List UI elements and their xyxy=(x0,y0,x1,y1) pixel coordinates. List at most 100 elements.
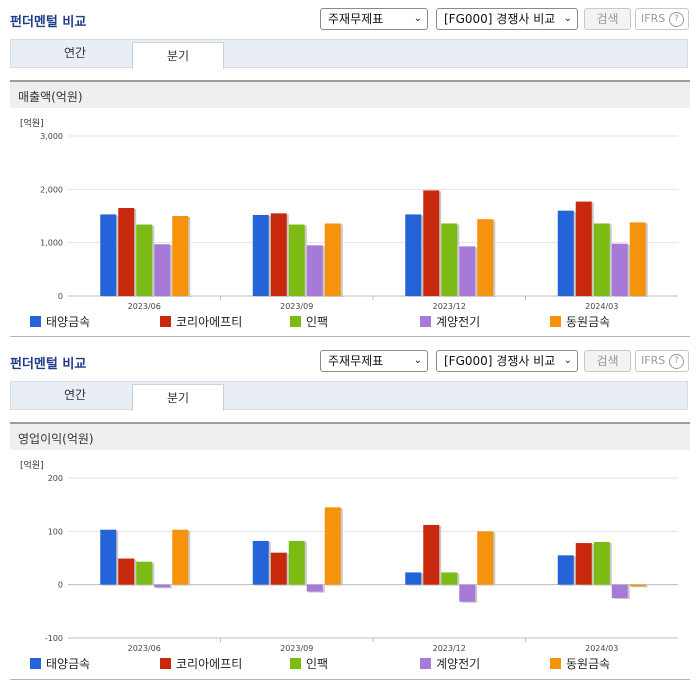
bar xyxy=(306,245,323,296)
bar xyxy=(557,555,574,585)
report-type-value: 주재무제표 xyxy=(328,12,384,26)
legend-label: 인팩 xyxy=(306,657,329,671)
y-unit-label: [억원] xyxy=(20,459,44,471)
chart-title: 매출액(억원) xyxy=(18,90,83,104)
legend-swatch xyxy=(550,316,561,327)
tab-annual[interactable]: 연간 xyxy=(63,388,87,402)
legend-item[interactable]: 동원금속 xyxy=(550,313,610,330)
x-tick-label: 2023/12 xyxy=(433,302,466,311)
bar xyxy=(441,223,458,296)
legend-label: 코리아에프티 xyxy=(176,315,243,329)
legend-label: 계양전기 xyxy=(436,315,481,329)
bar xyxy=(288,224,305,296)
section-title: 펀더멘털 비교 xyxy=(10,15,87,30)
compare-value: [FG000] 경쟁사 비교 xyxy=(444,354,556,368)
bar xyxy=(100,529,117,585)
tab-annual[interactable]: 연간 xyxy=(63,46,87,60)
bar xyxy=(270,213,287,296)
y-tick-label: -100 xyxy=(45,634,63,643)
y-tick-label: 1,000 xyxy=(40,239,63,248)
legend-label: 인팩 xyxy=(306,315,329,329)
legend-item[interactable]: 동원금속 xyxy=(550,655,610,672)
bar xyxy=(611,584,628,598)
legend-swatch xyxy=(160,658,171,669)
ifrs-button[interactable]: IFRS ? xyxy=(635,350,689,372)
legend-item[interactable]: 계양전기 xyxy=(420,313,480,330)
panel-operating-profit: 펀더멘털 비교 주재무제표 ⌄ [FG000] 경쟁사 비교 ⌄ 검색 IFRS… xyxy=(0,342,696,684)
bar xyxy=(118,208,135,296)
legend-item[interactable]: 인팩 xyxy=(290,655,328,672)
legend-item[interactable]: 코리아에프티 xyxy=(160,655,242,672)
period-tabs: 연간 분기 xyxy=(10,381,688,411)
report-type-value: 주재무제표 xyxy=(328,354,384,368)
legend-swatch xyxy=(160,316,171,327)
bar xyxy=(575,201,592,296)
bar xyxy=(405,572,422,585)
legend-label: 태양금속 xyxy=(46,657,91,671)
x-tick-label: 2023/09 xyxy=(280,302,313,311)
legend-item[interactable]: 코리아에프티 xyxy=(160,313,242,330)
bar xyxy=(557,210,574,296)
bar xyxy=(611,243,628,296)
bar xyxy=(459,584,476,602)
x-tick-label: 2024/03 xyxy=(585,302,618,311)
help-icon: ? xyxy=(669,354,684,369)
legend-item[interactable]: 태양금속 xyxy=(30,313,90,330)
bar xyxy=(154,244,171,296)
chart-header: 영업이익(억원) xyxy=(10,422,690,450)
legend-label: 동원금속 xyxy=(566,315,611,329)
search-button[interactable]: 검색 xyxy=(584,8,631,30)
bar xyxy=(172,529,189,585)
search-button[interactable]: 검색 xyxy=(584,350,631,372)
chart-header: 매출액(억원) xyxy=(10,80,690,108)
divider xyxy=(10,679,690,680)
chart-title: 영업이익(억원) xyxy=(18,432,94,446)
legend-label: 계양전기 xyxy=(436,657,481,671)
section-title: 펀더멘털 비교 xyxy=(10,357,87,372)
panel-revenue: 펀더멘털 비교 주재무제표 ⌄ [FG000] 경쟁사 비교 ⌄ 검색 IFRS… xyxy=(0,0,696,340)
x-tick-label: 2023/06 xyxy=(128,302,161,311)
report-type-select[interactable]: 주재무제표 ⌄ xyxy=(320,350,428,372)
chevron-down-icon: ⌄ xyxy=(413,355,422,366)
report-type-select[interactable]: 주재무제표 ⌄ xyxy=(320,8,428,30)
ifrs-label: IFRS xyxy=(641,12,666,25)
bar xyxy=(324,507,341,585)
bar xyxy=(136,224,153,296)
legend-item[interactable]: 태양금속 xyxy=(30,655,90,672)
bar xyxy=(629,584,646,587)
compare-value: [FG000] 경쟁사 비교 xyxy=(444,12,556,26)
period-tabs: 연간 분기 xyxy=(10,39,688,69)
legend-item[interactable]: 계양전기 xyxy=(420,655,480,672)
bar xyxy=(270,552,287,585)
revenue-chart: [억원] 0 1,000 2,000 3,000 2023/06 2023/09 2023/… xyxy=(20,117,678,311)
bar xyxy=(593,223,610,296)
ifrs-button[interactable]: IFRS ? xyxy=(635,8,689,30)
bar xyxy=(423,190,440,296)
x-tick-label: 2023/09 xyxy=(280,644,313,653)
bar xyxy=(459,246,476,296)
legend-label: 동원금속 xyxy=(566,657,611,671)
tab-quarterly[interactable]: 분기 xyxy=(132,42,224,69)
bar xyxy=(405,214,422,296)
x-tick-label: 2023/06 xyxy=(128,644,161,653)
y-tick-label: 2,000 xyxy=(40,185,63,194)
divider xyxy=(10,336,690,337)
bar xyxy=(441,572,458,585)
bar-shadow xyxy=(631,585,648,588)
legend-swatch xyxy=(30,316,41,327)
ifrs-label: IFRS xyxy=(641,354,666,367)
bar xyxy=(477,531,494,585)
compare-select[interactable]: [FG000] 경쟁사 비교 ⌄ xyxy=(436,350,578,372)
x-tick-label: 2024/03 xyxy=(585,644,618,653)
compare-select[interactable]: [FG000] 경쟁사 비교 ⌄ xyxy=(436,8,578,30)
bar xyxy=(575,543,592,585)
y-tick-label: 0 xyxy=(58,292,63,301)
tab-quarterly[interactable]: 분기 xyxy=(132,384,224,411)
bar xyxy=(118,558,135,585)
chevron-down-icon: ⌄ xyxy=(413,13,422,24)
legend-swatch xyxy=(290,316,301,327)
bar xyxy=(252,214,269,296)
legend-item[interactable]: 인팩 xyxy=(290,313,328,330)
bar xyxy=(477,219,494,296)
y-tick-label: 100 xyxy=(48,527,63,536)
